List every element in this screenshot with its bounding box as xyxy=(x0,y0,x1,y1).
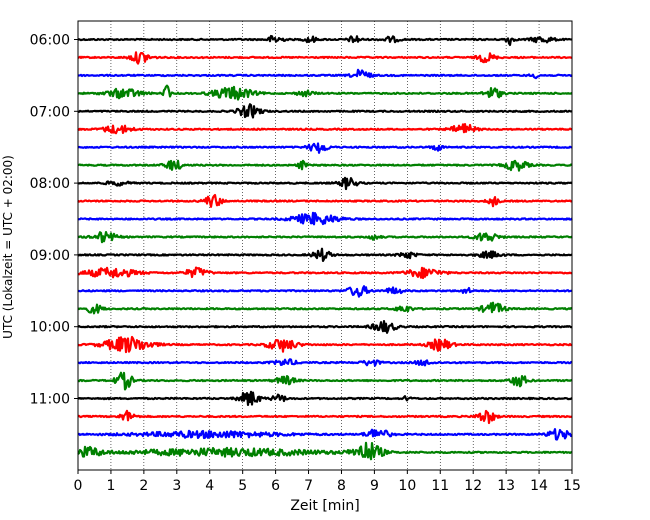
seismogram-trace xyxy=(77,103,573,119)
x-tick-label: 2 xyxy=(139,478,148,494)
x-axis-title: Zeit [min] xyxy=(290,498,359,514)
x-tick-label: 0 xyxy=(74,478,83,494)
seismogram-trace xyxy=(77,176,573,191)
seismogram-trace xyxy=(77,358,573,367)
seismogram-trace xyxy=(77,84,573,101)
y-tick-label: 06:00 xyxy=(30,33,70,49)
y-tick-label: 11:00 xyxy=(30,392,70,408)
seismogram-trace xyxy=(77,428,573,441)
seismogram-trace xyxy=(77,193,573,208)
y-tick-label: 09:00 xyxy=(30,248,70,264)
plot-frame xyxy=(77,20,573,471)
seismogram-trace xyxy=(77,441,573,461)
seismogram-trace xyxy=(77,285,573,298)
seismogram-trace xyxy=(77,390,573,406)
seismogram-trace xyxy=(77,34,573,47)
x-tick-label: 5 xyxy=(238,478,247,494)
y-axis-title: UTC (Lokalzeit = UTC + 02:00) xyxy=(1,155,15,339)
x-tick-label: 10 xyxy=(398,478,416,494)
x-tick-label: 14 xyxy=(530,478,548,494)
x-tick-label: 7 xyxy=(304,478,313,494)
x-axis-ticks: 0 1 2 3 4 5 6 7 8 9 10 11 12 13 14 15 xyxy=(74,470,581,494)
seismogram-trace xyxy=(77,266,573,280)
seismogram-trace xyxy=(77,301,573,315)
grid-lines xyxy=(110,21,540,470)
seismogram-trace xyxy=(77,159,573,172)
y-axis-ticks: 06:00 07:00 08:00 09:00 10:00 11:00 xyxy=(30,33,78,408)
seismogram-trace xyxy=(77,371,573,391)
x-tick-label: 3 xyxy=(172,478,181,494)
seismogram-trace xyxy=(77,68,573,80)
y-tick-label: 07:00 xyxy=(30,104,70,120)
y-tick-label: 08:00 xyxy=(30,176,70,192)
seismogram-trace xyxy=(77,335,573,354)
seismogram-trace xyxy=(77,123,573,135)
x-tick-label: 1 xyxy=(106,478,115,494)
y-tick-label: 10:00 xyxy=(30,320,70,336)
seismogram-trace xyxy=(77,211,573,226)
x-tick-label: 13 xyxy=(497,478,515,494)
x-tick-label: 9 xyxy=(370,478,379,494)
x-tick-label: 4 xyxy=(205,478,214,494)
seismogram-trace xyxy=(77,231,573,244)
seismogram-trace xyxy=(77,142,573,154)
traces xyxy=(77,34,573,461)
x-tick-label: 6 xyxy=(271,478,280,494)
x-tick-label: 8 xyxy=(337,478,346,494)
x-tick-label: 11 xyxy=(431,478,449,494)
seismogram-trace xyxy=(77,409,573,425)
seismogram-trace xyxy=(77,320,573,334)
x-tick-label: 12 xyxy=(464,478,482,494)
x-tick-label: 15 xyxy=(563,478,581,494)
seismogram-trace xyxy=(77,51,573,65)
seismogram-trace xyxy=(77,247,573,263)
